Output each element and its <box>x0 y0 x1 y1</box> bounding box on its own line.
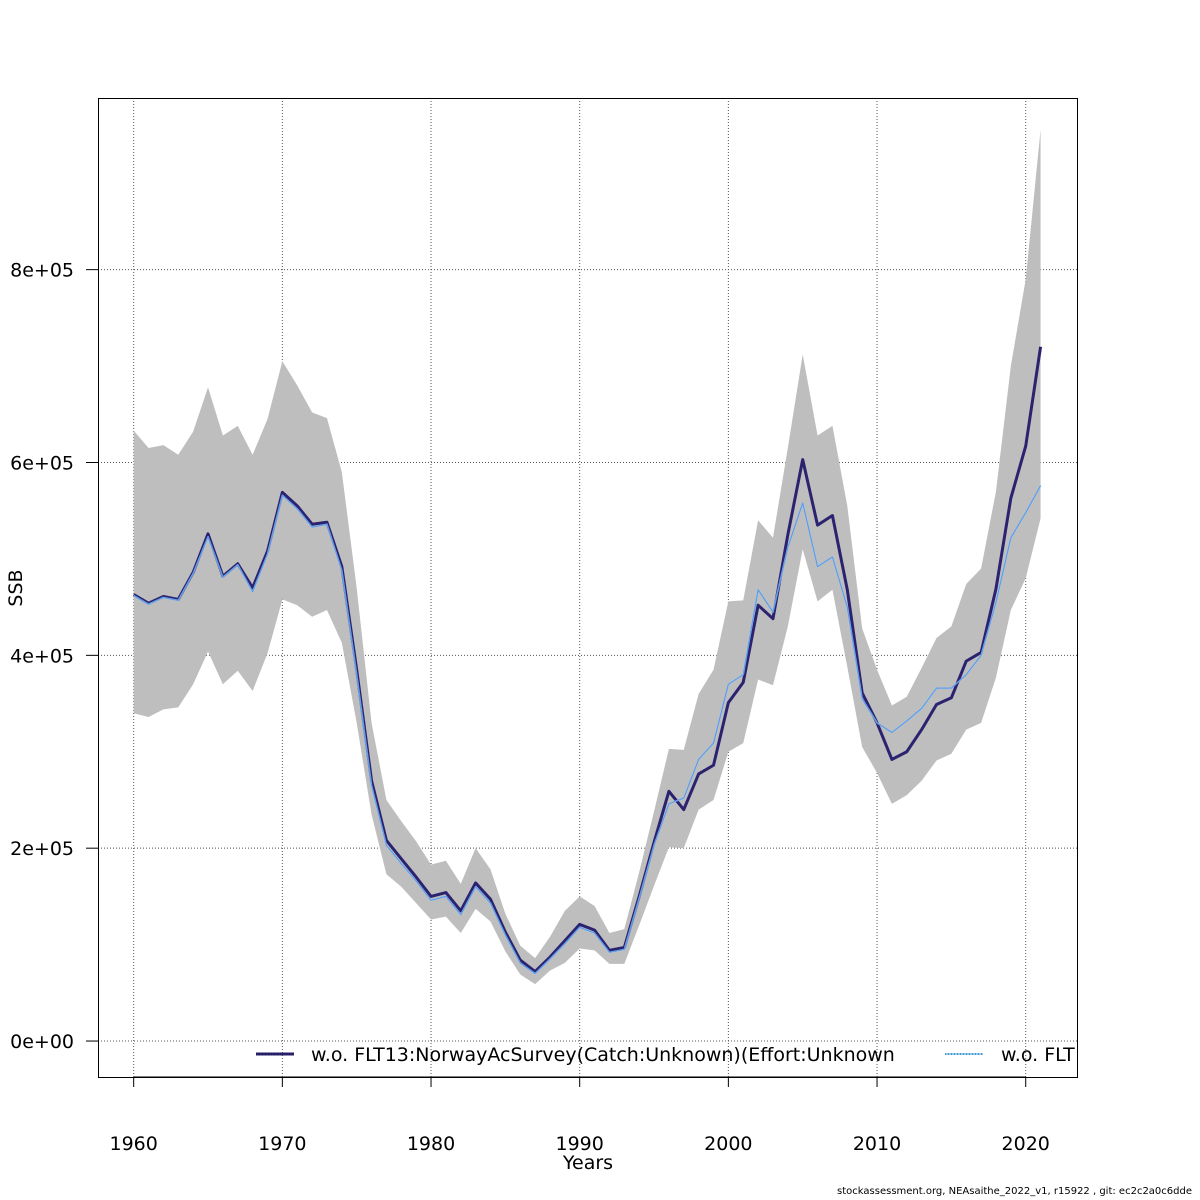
x-tick-label: 1970 <box>258 1133 306 1155</box>
legend-label-main: w.o. FLT13:NorwayAcSurvey(Catch:Unknown)… <box>311 1044 895 1066</box>
x-tick-label: 2000 <box>704 1133 752 1155</box>
y-tick-label: 0e+00 <box>10 1031 74 1053</box>
x-tick-label: 1960 <box>110 1133 158 1155</box>
y-axis-title: SSB <box>5 569 27 606</box>
x-tick-label: 2020 <box>1002 1133 1050 1155</box>
x-tick-label: 1990 <box>556 1133 604 1155</box>
confidence-band-area <box>133 129 1041 985</box>
y-tick-label: 4e+05 <box>10 645 74 667</box>
x-tick-label: 1980 <box>407 1133 455 1155</box>
y-tick-label: 6e+05 <box>10 452 74 474</box>
y-tick-label: 2e+05 <box>10 838 74 860</box>
x-tick-label: 2010 <box>853 1133 901 1155</box>
legend-label-wo-flt: w.o. FLT <box>1001 1044 1075 1066</box>
y-axis: 0e+00 2e+05 4e+05 6e+05 8e+05 <box>10 260 98 1053</box>
series-line-overlap <box>133 485 1042 975</box>
footer-note: stockassessment.org, NEAsaithe_2022_v1, … <box>837 1186 1192 1197</box>
series-line-main <box>132 346 1043 974</box>
x-axis: 1960 1970 1980 1990 2000 2010 2020 <box>110 1076 1050 1155</box>
x-axis-title: Years <box>562 1152 613 1174</box>
series-lines <box>132 346 1043 975</box>
confidence-band <box>133 129 1041 985</box>
legend: w.o. FLT13:NorwayAcSurvey(Catch:Unknown)… <box>256 1044 1075 1066</box>
y-tick-label: 8e+05 <box>10 260 74 282</box>
